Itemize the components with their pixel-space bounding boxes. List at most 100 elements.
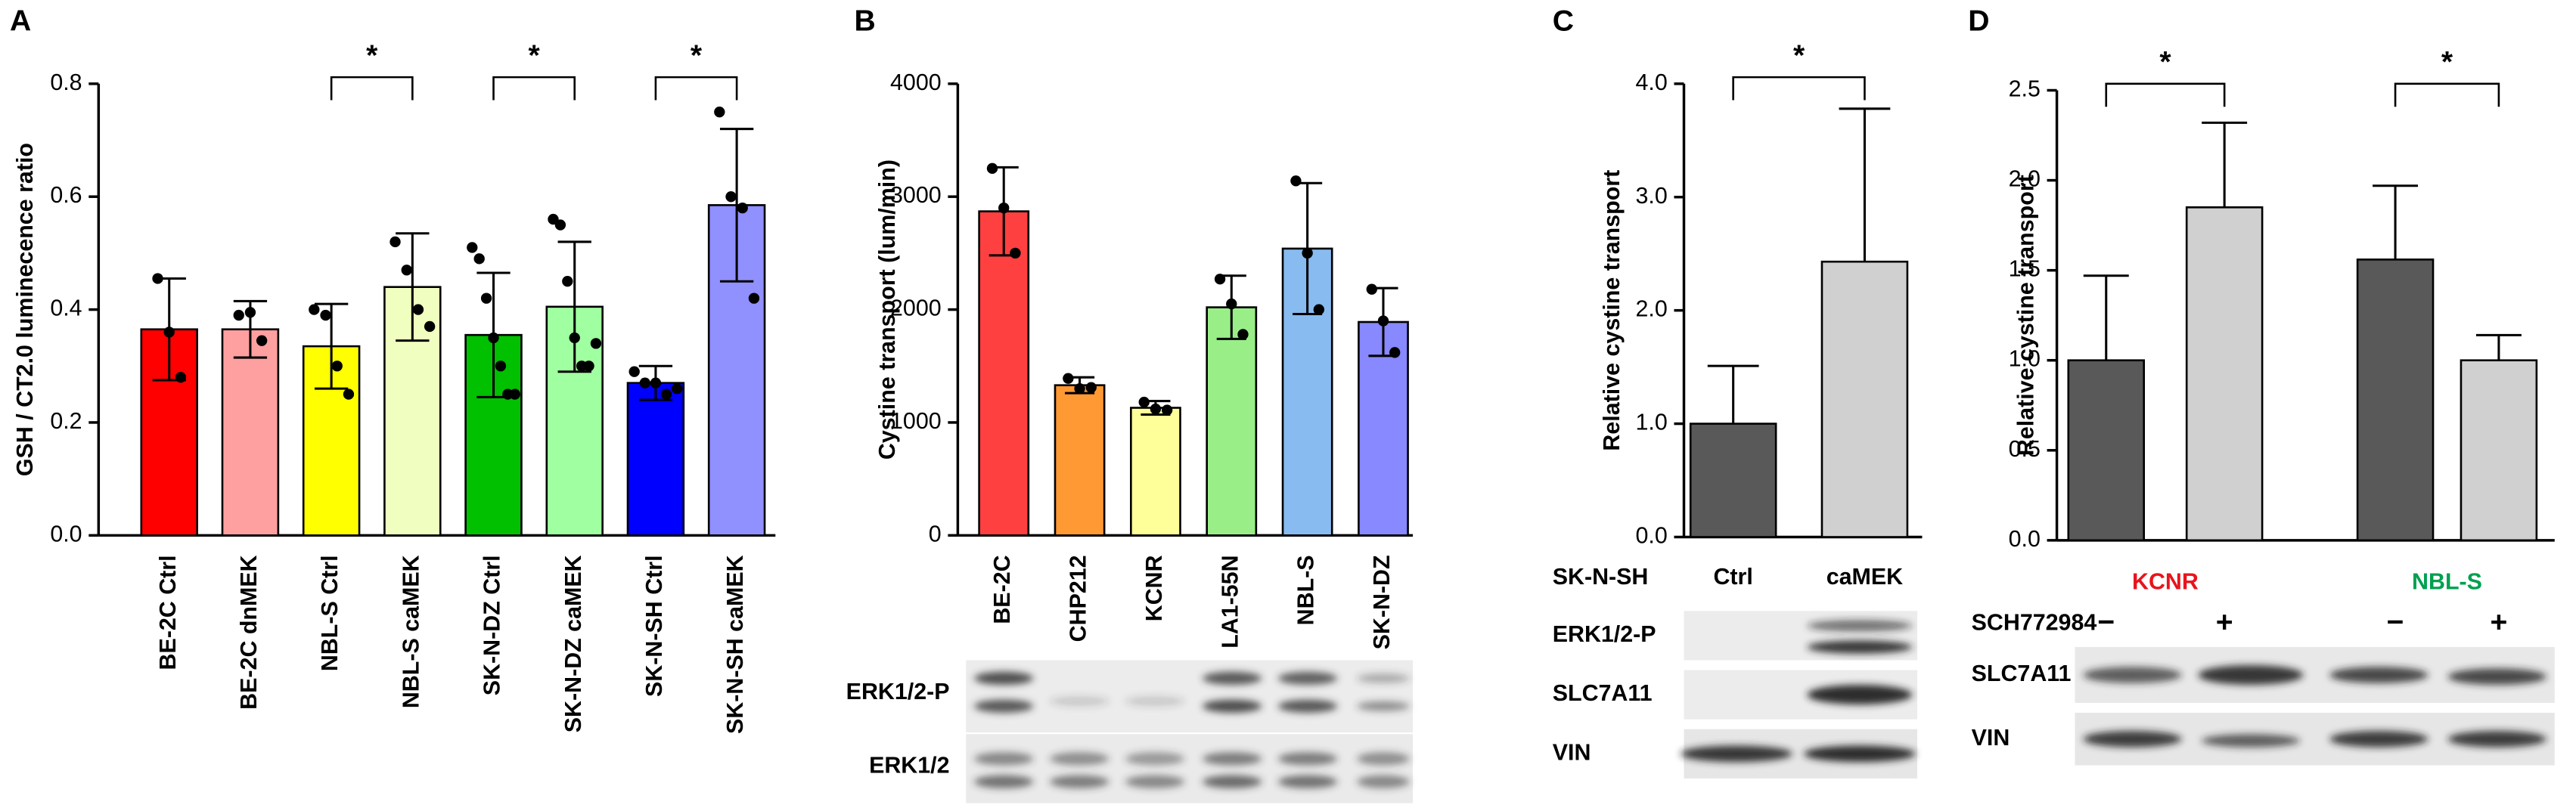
panel-letter: C [1553, 5, 1574, 38]
data-point [331, 361, 343, 372]
y-axis-label: GSH / CT2.0 luminecence ratio [12, 143, 38, 476]
data-point [163, 327, 175, 338]
bar [1358, 320, 1409, 537]
error-bar [557, 240, 591, 373]
bar [978, 210, 1030, 537]
data-point [590, 338, 602, 349]
y-tick-label: 0.8 [50, 70, 82, 95]
error-bar [2475, 333, 2522, 361]
data-point [583, 361, 594, 372]
x-tick-label: SK-N-DZ Ctrl [480, 555, 505, 695]
y-tick-label: 0.5 [2009, 436, 2041, 462]
x-tick-label: KCNR [1141, 555, 1167, 621]
y-axis-label: Relative cystine transport [1599, 170, 1625, 451]
bar [1130, 407, 1181, 537]
data-point [1377, 315, 1389, 327]
data-point [244, 307, 256, 318]
blot-label: ERK1/2 [869, 753, 949, 779]
x-tick-label: + [2216, 606, 2233, 639]
y-tick-label: 1.0 [2009, 346, 2041, 372]
blot-label: ERK1/2-P [846, 679, 950, 704]
data-point [1161, 404, 1173, 416]
group-label: NBL-S [2412, 568, 2482, 594]
significance-bracket [2394, 82, 2500, 107]
significance-label: * [1793, 39, 1805, 72]
significance-bracket [492, 76, 576, 101]
blot-c [1681, 611, 1917, 779]
data-point [714, 106, 725, 118]
data-point [175, 372, 187, 383]
x-tick-label: SK-N-DZ caMEK [560, 555, 586, 732]
bar [1820, 260, 1909, 538]
y-tick-label: 0.6 [50, 182, 82, 208]
data-point [343, 389, 355, 400]
data-point [737, 202, 748, 214]
x-tick-label: NBL-S [1293, 555, 1319, 625]
data-point [509, 389, 520, 400]
data-point [1085, 382, 1097, 393]
blot-label: SLC7A11 [1553, 680, 1653, 706]
data-point [467, 242, 478, 253]
error-bar [2083, 274, 2129, 361]
data-point [554, 219, 566, 231]
bar [1206, 306, 1258, 537]
blot-d [2075, 647, 2555, 766]
bar [2185, 206, 2264, 542]
y-tick-label: 1000 [890, 408, 942, 434]
data-point [309, 304, 320, 315]
data-point [320, 309, 331, 321]
blot-b [966, 660, 1414, 803]
data-point [1313, 304, 1325, 315]
data-point [628, 366, 640, 377]
x-tick-label: + [2490, 606, 2507, 639]
data-point [152, 273, 163, 284]
bar [2067, 359, 2146, 542]
panel-letter: A [10, 5, 31, 38]
y-tick-label: 1.0 [1636, 410, 1668, 435]
data-point [1302, 247, 1313, 259]
error-bar [2373, 184, 2419, 260]
significance-label: * [366, 39, 378, 72]
data-point [390, 236, 401, 248]
data-point [1063, 373, 1074, 384]
y-tick-label: 3.0 [1636, 183, 1668, 209]
error-bar [719, 128, 754, 283]
bar [626, 382, 685, 537]
group-label: KCNR [2132, 568, 2199, 594]
x-tick-label: − [2387, 606, 2404, 639]
y-tick-label: 2.0 [2009, 166, 2041, 192]
bar [2356, 258, 2435, 542]
data-point [233, 309, 244, 321]
y-tick-label: 0.0 [1636, 523, 1668, 549]
data-point [412, 304, 424, 315]
data-point [1237, 329, 1249, 340]
blot-label: VIN [1972, 725, 2010, 751]
data-point [1138, 396, 1150, 408]
y-tick-label: 4000 [890, 70, 942, 95]
data-point [748, 293, 760, 304]
significance-bracket [330, 76, 414, 101]
data-point [725, 191, 737, 203]
y-tick-label: 0.2 [50, 408, 82, 434]
data-point [1290, 175, 1302, 187]
error-bar [314, 302, 349, 390]
data-point [1074, 382, 1085, 395]
data-point [660, 389, 672, 400]
data-point [495, 361, 507, 372]
data-point [1226, 298, 1237, 310]
data-point [562, 276, 573, 287]
data-point [473, 253, 485, 265]
blot-label: ERK1/2-P [1553, 621, 1656, 647]
y-tick-label: 2.0 [1636, 296, 1668, 322]
significance-label: * [2441, 46, 2453, 79]
x-tick-label: BE-2C Ctrl [155, 555, 181, 670]
y-tick-label: 1.5 [2009, 256, 2041, 282]
y-tick-label: 2000 [890, 296, 942, 321]
significance-label: * [691, 39, 703, 72]
data-point [256, 335, 268, 346]
x-tick-label: NBL-S Ctrl [317, 555, 343, 671]
x-tick-label: SK-N-DZ [1369, 555, 1395, 649]
data-point [424, 320, 436, 333]
error-bar [2202, 121, 2248, 208]
